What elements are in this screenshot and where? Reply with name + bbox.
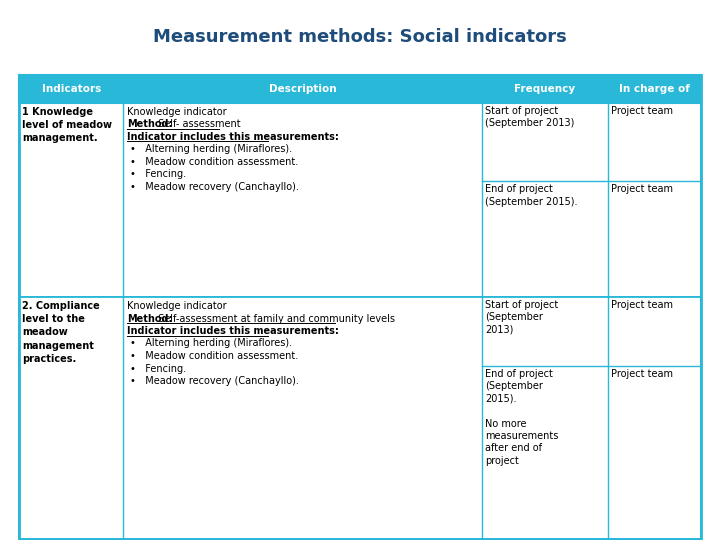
- Text: Project team: Project team: [611, 369, 673, 379]
- Text: End of project
(September 2015).: End of project (September 2015).: [485, 184, 577, 207]
- Bar: [19, 297, 701, 539]
- Text: •   Meadow condition assessment.: • Meadow condition assessment.: [130, 351, 298, 361]
- Text: Indicators: Indicators: [42, 84, 101, 93]
- Text: •   Meadow condition assessment.: • Meadow condition assessment.: [130, 157, 298, 167]
- Text: End of project
(September
2015).

No more
measurements
after end of
project: End of project (September 2015). No more…: [485, 369, 558, 465]
- Text: Frequency: Frequency: [514, 84, 575, 93]
- Text: Indicator includes this measurements:: Indicator includes this measurements:: [127, 132, 339, 141]
- Text: Measurement methods: Social indicators: Measurement methods: Social indicators: [153, 28, 567, 46]
- Bar: [19, 75, 701, 539]
- Text: In charge of: In charge of: [618, 84, 690, 93]
- Text: •   Alterning herding (Miraflores).: • Alterning herding (Miraflores).: [130, 144, 292, 154]
- Text: Start of project
(September 2013): Start of project (September 2013): [485, 106, 575, 128]
- Text: •   Fencing.: • Fencing.: [130, 363, 186, 374]
- Text: •   Meadow recovery (Canchayllo).: • Meadow recovery (Canchayllo).: [130, 181, 299, 192]
- Text: 1 Knowledge
level of meadow
management.: 1 Knowledge level of meadow management.: [22, 106, 112, 143]
- Text: Self-assessment at family and community levels: Self-assessment at family and community …: [156, 314, 395, 323]
- Text: Method:: Method:: [127, 314, 173, 323]
- Text: Project team: Project team: [611, 300, 673, 310]
- Text: Method:: Method:: [127, 119, 173, 129]
- Text: Self- assessment: Self- assessment: [156, 119, 241, 129]
- Text: Project team: Project team: [611, 106, 673, 116]
- Bar: [19, 75, 701, 103]
- Text: Start of project
(September
2013): Start of project (September 2013): [485, 300, 558, 335]
- Text: 2. Compliance
level to the
meadow
management
practices.: 2. Compliance level to the meadow manage…: [22, 301, 100, 364]
- Text: Description: Description: [269, 84, 336, 93]
- Text: •   Fencing.: • Fencing.: [130, 169, 186, 179]
- Text: •   Meadow recovery (Canchayllo).: • Meadow recovery (Canchayllo).: [130, 376, 299, 386]
- Text: Knowledge indicator: Knowledge indicator: [127, 301, 227, 311]
- Text: Project team: Project team: [611, 184, 673, 194]
- Text: Indicator includes this measurements:: Indicator includes this measurements:: [127, 326, 339, 336]
- Text: Knowledge indicator: Knowledge indicator: [127, 106, 227, 117]
- Text: •   Alterning herding (Miraflores).: • Alterning herding (Miraflores).: [130, 339, 292, 348]
- Bar: [19, 103, 701, 297]
